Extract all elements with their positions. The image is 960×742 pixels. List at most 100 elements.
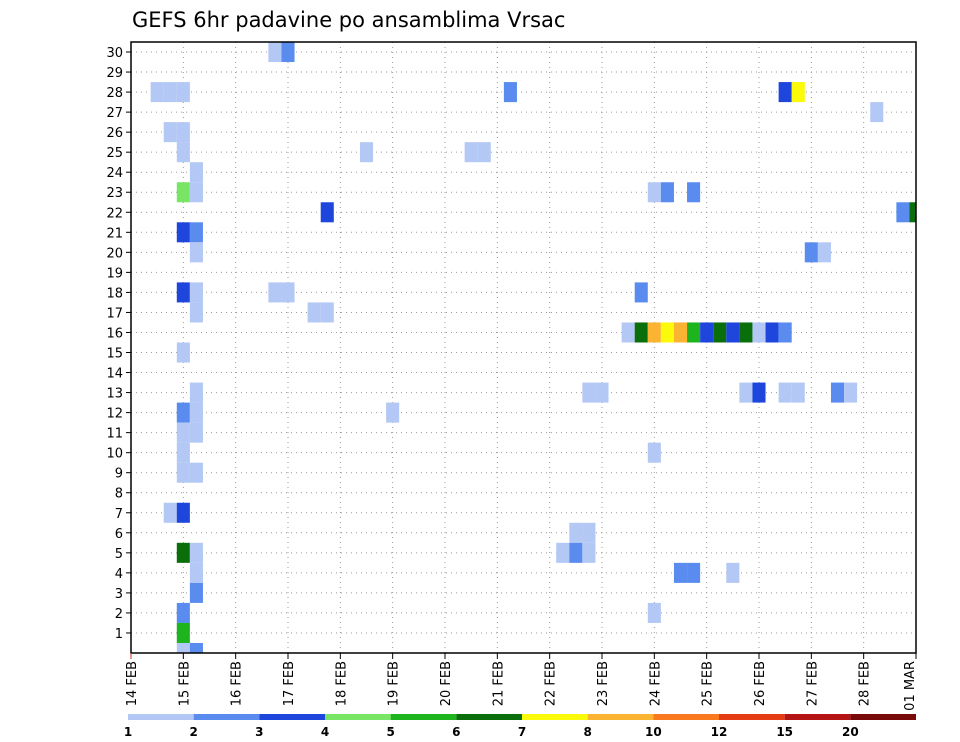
color-scale-swatch (128, 714, 194, 720)
color-scale-label: 1 (124, 725, 132, 739)
heatmap-cell (189, 542, 203, 563)
heatmap-cell (870, 102, 884, 123)
heatmap-cell (189, 642, 203, 653)
y-tick-label: 24 (106, 166, 123, 181)
heatmap-cell (176, 122, 190, 143)
heatmap-cell (660, 322, 674, 343)
heatmap-cell (726, 562, 740, 583)
heatmap-cell (281, 42, 295, 63)
heatmap-cell (189, 422, 203, 443)
heatmap-cell (621, 322, 635, 343)
heatmap-cell (320, 302, 334, 323)
color-scale-swatch (784, 714, 851, 720)
y-tick-label: 18 (106, 286, 123, 301)
heatmap-cell (739, 322, 753, 343)
color-scale-swatch (259, 714, 325, 720)
y-tick-label: 6 (115, 527, 123, 542)
y-tick-label: 25 (106, 146, 123, 161)
y-tick-label: 27 (106, 106, 123, 121)
y-tick-label: 30 (106, 46, 123, 61)
y-tick-label: 17 (106, 306, 123, 321)
heatmap-cell (687, 562, 701, 583)
y-tick-label: 4 (115, 567, 123, 582)
y-tick-label: 9 (115, 467, 123, 482)
heatmap-cell (189, 242, 203, 263)
heatmap-cells (150, 42, 916, 653)
heatmap-cell (189, 282, 203, 303)
heatmap-cell (739, 382, 753, 403)
heatmap-cell (556, 542, 570, 563)
chart-title: GEFS 6hr padavine po ansamblima Vrsac (132, 8, 565, 32)
color-scale-swatch (587, 714, 654, 720)
y-tick-label: 21 (106, 226, 123, 241)
heatmap-cell (320, 202, 334, 223)
heatmap-cell (634, 322, 648, 343)
heatmap-cell (582, 382, 596, 403)
x-tick-label: 26 FEB (753, 661, 768, 706)
heatmap-cell (778, 382, 792, 403)
heatmap-cell (176, 642, 190, 653)
color-scale-swatch (456, 714, 522, 720)
x-tick-label: 17 FEB (282, 661, 297, 706)
color-scale-label: 12 (711, 725, 728, 739)
heatmap-cell (268, 42, 282, 63)
heatmap-cell (176, 502, 190, 523)
heatmap-cell (765, 322, 779, 343)
heatmap-cell (176, 82, 190, 103)
heatmap-cell (189, 182, 203, 203)
heatmap-cell (189, 462, 203, 483)
heatmap-cell (189, 382, 203, 403)
heatmap-cell (778, 322, 792, 343)
y-tick-label: 2 (115, 607, 123, 622)
heatmap-cell (647, 182, 661, 203)
heatmap-cell (189, 562, 203, 583)
heatmap-cell (634, 282, 648, 303)
color-scale-label: 20 (842, 725, 859, 739)
x-tick-label: 15 FEB (177, 661, 192, 706)
color-scale-label: 15 (776, 725, 793, 739)
heatmap-cell (830, 382, 845, 403)
heatmap-cell (477, 142, 491, 163)
heatmap-cell (176, 222, 190, 243)
y-tick-label: 13 (106, 387, 123, 402)
x-tick-label: 25 FEB (701, 661, 716, 706)
heatmap-cell (150, 82, 164, 103)
color-scale-label: 2 (189, 725, 197, 739)
heatmap-cell (176, 182, 190, 203)
heatmap-cell (647, 322, 661, 343)
heatmap-cell (189, 162, 203, 183)
heatmap-cell (176, 142, 190, 163)
heatmap-cell (268, 282, 282, 303)
heatmap-cell (189, 582, 203, 603)
heatmap-cell (582, 542, 596, 563)
heatmap-cell (687, 322, 701, 343)
y-tick-label: 15 (106, 347, 123, 362)
heatmap-cell (307, 302, 321, 323)
heatmap-cell (778, 82, 792, 103)
heatmap-cell (726, 322, 740, 343)
heatmap-cell (163, 122, 177, 143)
x-tick-label: 18 FEB (334, 661, 349, 706)
color-scale-swatch (390, 714, 457, 720)
y-tick-label: 28 (106, 86, 123, 101)
heatmap-cell (359, 142, 374, 163)
heatmap-cell (176, 622, 190, 643)
color-scale-label: 8 (583, 725, 591, 739)
heatmap-cell (569, 522, 583, 543)
heatmap-cell (176, 422, 190, 443)
x-tick-label: 20 FEB (439, 661, 454, 706)
color-scale-label: 6 (452, 725, 460, 739)
color-scale-label: 10 (645, 725, 662, 739)
heatmap-cell (163, 502, 177, 523)
heatmap-cell (176, 282, 190, 303)
heatmap-cell (189, 402, 203, 423)
heatmap-cell (189, 222, 203, 243)
heatmap-cell (673, 562, 688, 583)
heatmap-cell (673, 322, 688, 343)
heatmap-cell (176, 402, 190, 423)
heatmap-cell (713, 322, 727, 343)
heatmap-cell (791, 382, 805, 403)
y-tick-label: 26 (106, 126, 123, 141)
color-scale-swatch (653, 714, 719, 720)
y-tick-label: 8 (115, 487, 123, 502)
